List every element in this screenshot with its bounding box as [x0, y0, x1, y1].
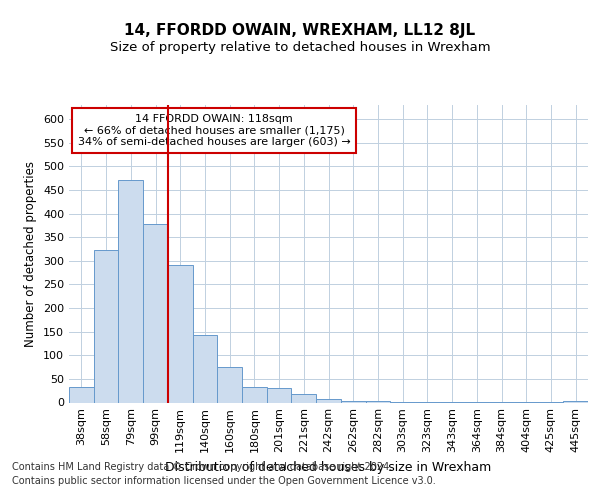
- X-axis label: Distribution of detached houses by size in Wrexham: Distribution of detached houses by size …: [166, 461, 491, 474]
- Bar: [563, 401, 588, 402]
- Y-axis label: Number of detached properties: Number of detached properties: [25, 161, 37, 347]
- Bar: [365, 401, 390, 402]
- Bar: [292, 394, 316, 402]
- Text: Contains HM Land Registry data © Crown copyright and database right 2024.: Contains HM Land Registry data © Crown c…: [12, 462, 392, 472]
- Bar: [168, 264, 193, 402]
- Bar: [118, 180, 143, 402]
- Bar: [217, 366, 242, 402]
- Bar: [267, 388, 292, 402]
- Bar: [69, 388, 94, 402]
- Bar: [341, 400, 365, 402]
- Bar: [94, 250, 118, 402]
- Bar: [143, 224, 168, 402]
- Text: Contains public sector information licensed under the Open Government Licence v3: Contains public sector information licen…: [12, 476, 436, 486]
- Bar: [242, 387, 267, 402]
- Text: 14 FFORDD OWAIN: 118sqm
← 66% of detached houses are smaller (1,175)
34% of semi: 14 FFORDD OWAIN: 118sqm ← 66% of detache…: [78, 114, 350, 147]
- Text: Size of property relative to detached houses in Wrexham: Size of property relative to detached ho…: [110, 41, 490, 54]
- Bar: [316, 398, 341, 402]
- Bar: [193, 334, 217, 402]
- Text: 14, FFORDD OWAIN, WREXHAM, LL12 8JL: 14, FFORDD OWAIN, WREXHAM, LL12 8JL: [124, 22, 476, 38]
